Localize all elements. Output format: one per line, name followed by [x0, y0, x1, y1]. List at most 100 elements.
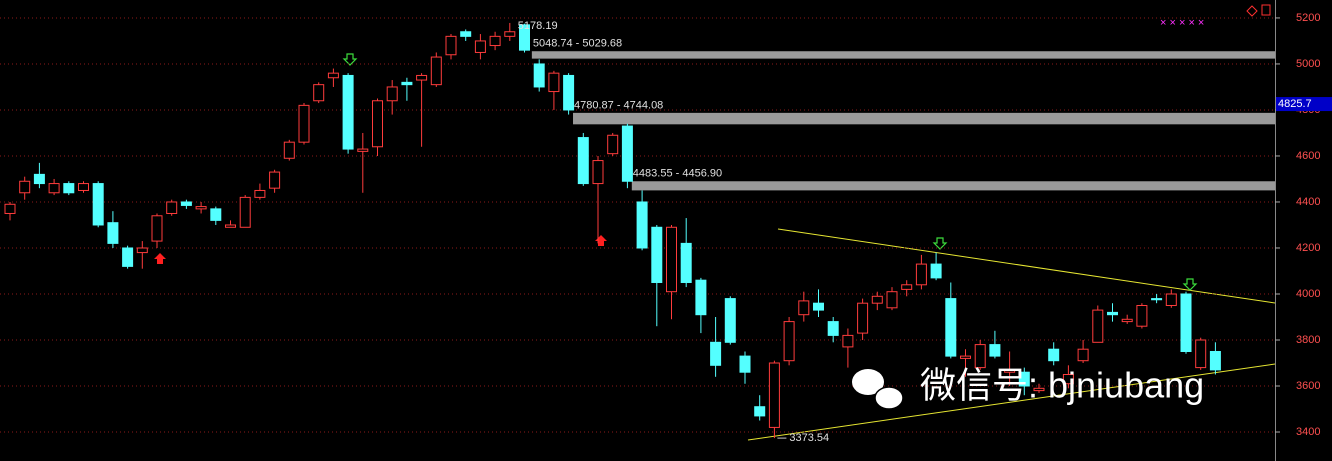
- price-zone: [573, 112, 1275, 125]
- y-tick-label: 4000: [1296, 288, 1320, 300]
- zone-label: 4483.55 - 4456.90: [633, 168, 722, 180]
- candle-body: [974, 344, 986, 369]
- candle-body: [636, 201, 648, 249]
- candle-body: [1077, 348, 1089, 362]
- candle-body: [886, 291, 898, 309]
- candle-body: [813, 302, 824, 311]
- candle-body: [842, 334, 854, 348]
- candle-body: [445, 35, 457, 56]
- candle-body: [63, 183, 75, 194]
- candle-body: [269, 171, 281, 189]
- candle-body: [239, 196, 251, 228]
- trough-label: 3373.54: [789, 432, 829, 444]
- candle-body: [915, 263, 927, 286]
- watermark-text: 微信号: bjniubang: [920, 365, 1204, 406]
- candle-body: [386, 86, 398, 102]
- candle-body: [695, 279, 707, 316]
- candle-body: [489, 35, 501, 47]
- candle-body: [195, 206, 207, 210]
- candle-body: [1062, 374, 1074, 385]
- candle-body: [78, 183, 89, 191]
- candle-body: [1180, 293, 1192, 353]
- candle-body: [989, 344, 1001, 357]
- candle-body: [827, 321, 839, 336]
- marker: [1246, 5, 1258, 17]
- candle-body: [327, 72, 339, 79]
- y-tick-label: 4400: [1296, 196, 1320, 208]
- candle-body: [680, 242, 692, 283]
- candle-body: [1195, 339, 1207, 369]
- watermark: 微信号: bjniubang: [852, 365, 1204, 410]
- candle-body: [960, 355, 971, 359]
- candle-body: [621, 125, 633, 182]
- price-zone: [531, 51, 1275, 59]
- y-tick-label: 3800: [1296, 334, 1320, 346]
- trend-line: [777, 228, 1276, 304]
- price-zone: [631, 181, 1275, 191]
- candle-body: [768, 362, 780, 428]
- candle-body: [783, 321, 795, 362]
- candle-body: [1136, 304, 1148, 327]
- y-tick-label: 5200: [1296, 12, 1320, 24]
- y-tick-label: 3400: [1296, 426, 1320, 438]
- candle-body: [92, 183, 104, 226]
- candle-body: [1151, 298, 1163, 301]
- candle-body: [210, 208, 222, 221]
- candle-body: [857, 302, 869, 334]
- candle-body: [1209, 351, 1221, 371]
- candle-body: [357, 148, 369, 152]
- candle-body: [136, 247, 148, 254]
- peak-label: 5178.19: [518, 20, 558, 32]
- candle-body: [651, 226, 663, 283]
- candle-body: [754, 406, 766, 417]
- candle-body: [739, 355, 751, 373]
- candle-body: [577, 137, 589, 185]
- candle-body: [548, 72, 560, 93]
- candle-body: [1092, 309, 1104, 343]
- candle-body: [283, 141, 295, 159]
- candle-body: [298, 104, 310, 143]
- candle-body: [798, 300, 810, 316]
- candle-body: [180, 201, 192, 206]
- signal-arrows: [342, 53, 1198, 291]
- candle-body: [1107, 311, 1118, 316]
- wechat-icon: [852, 369, 884, 395]
- candle-body: [122, 247, 134, 267]
- candle-body: [48, 183, 60, 194]
- candle-body: [1048, 348, 1060, 362]
- last-price-label: 4825.7: [1278, 98, 1312, 110]
- candle-body: [474, 40, 486, 53]
- candle-body: [107, 222, 119, 244]
- zone-label: 4780.87 - 4744.08: [574, 99, 663, 111]
- candle-body: [225, 224, 236, 228]
- wechat-icon: [874, 386, 904, 410]
- svg-text:× × × × ×: × × × × ×: [1160, 17, 1204, 29]
- candle-body: [945, 298, 957, 357]
- candle-body: [430, 56, 442, 86]
- candle-body: [1004, 369, 1016, 373]
- candle-body: [342, 74, 354, 150]
- candle-body: [313, 84, 325, 102]
- y-tick-label: 4600: [1296, 150, 1320, 162]
- candle-body: [724, 298, 736, 343]
- markers: × × × × ×: [1160, 17, 1204, 29]
- plot: 3400360038004000420044004600480050005200…: [0, 12, 1332, 444]
- trend-line: [747, 363, 1276, 441]
- candle-body: [372, 100, 383, 148]
- candle-body: [1018, 371, 1030, 387]
- candle-body: [519, 24, 530, 51]
- candle-body: [401, 81, 413, 86]
- candle-body: [533, 63, 545, 88]
- candle-body: [901, 284, 913, 290]
- candle-body: [416, 74, 428, 81]
- candle-body: [1165, 293, 1177, 306]
- zone-label: 5048.74 - 5029.68: [533, 38, 622, 50]
- candle-body: [504, 31, 516, 37]
- candle-body: [666, 226, 677, 293]
- candle-body: [254, 189, 266, 198]
- candle-body: [592, 160, 604, 185]
- candle-body: [710, 341, 722, 366]
- candle-body: [930, 263, 942, 279]
- candle-body: [33, 173, 45, 185]
